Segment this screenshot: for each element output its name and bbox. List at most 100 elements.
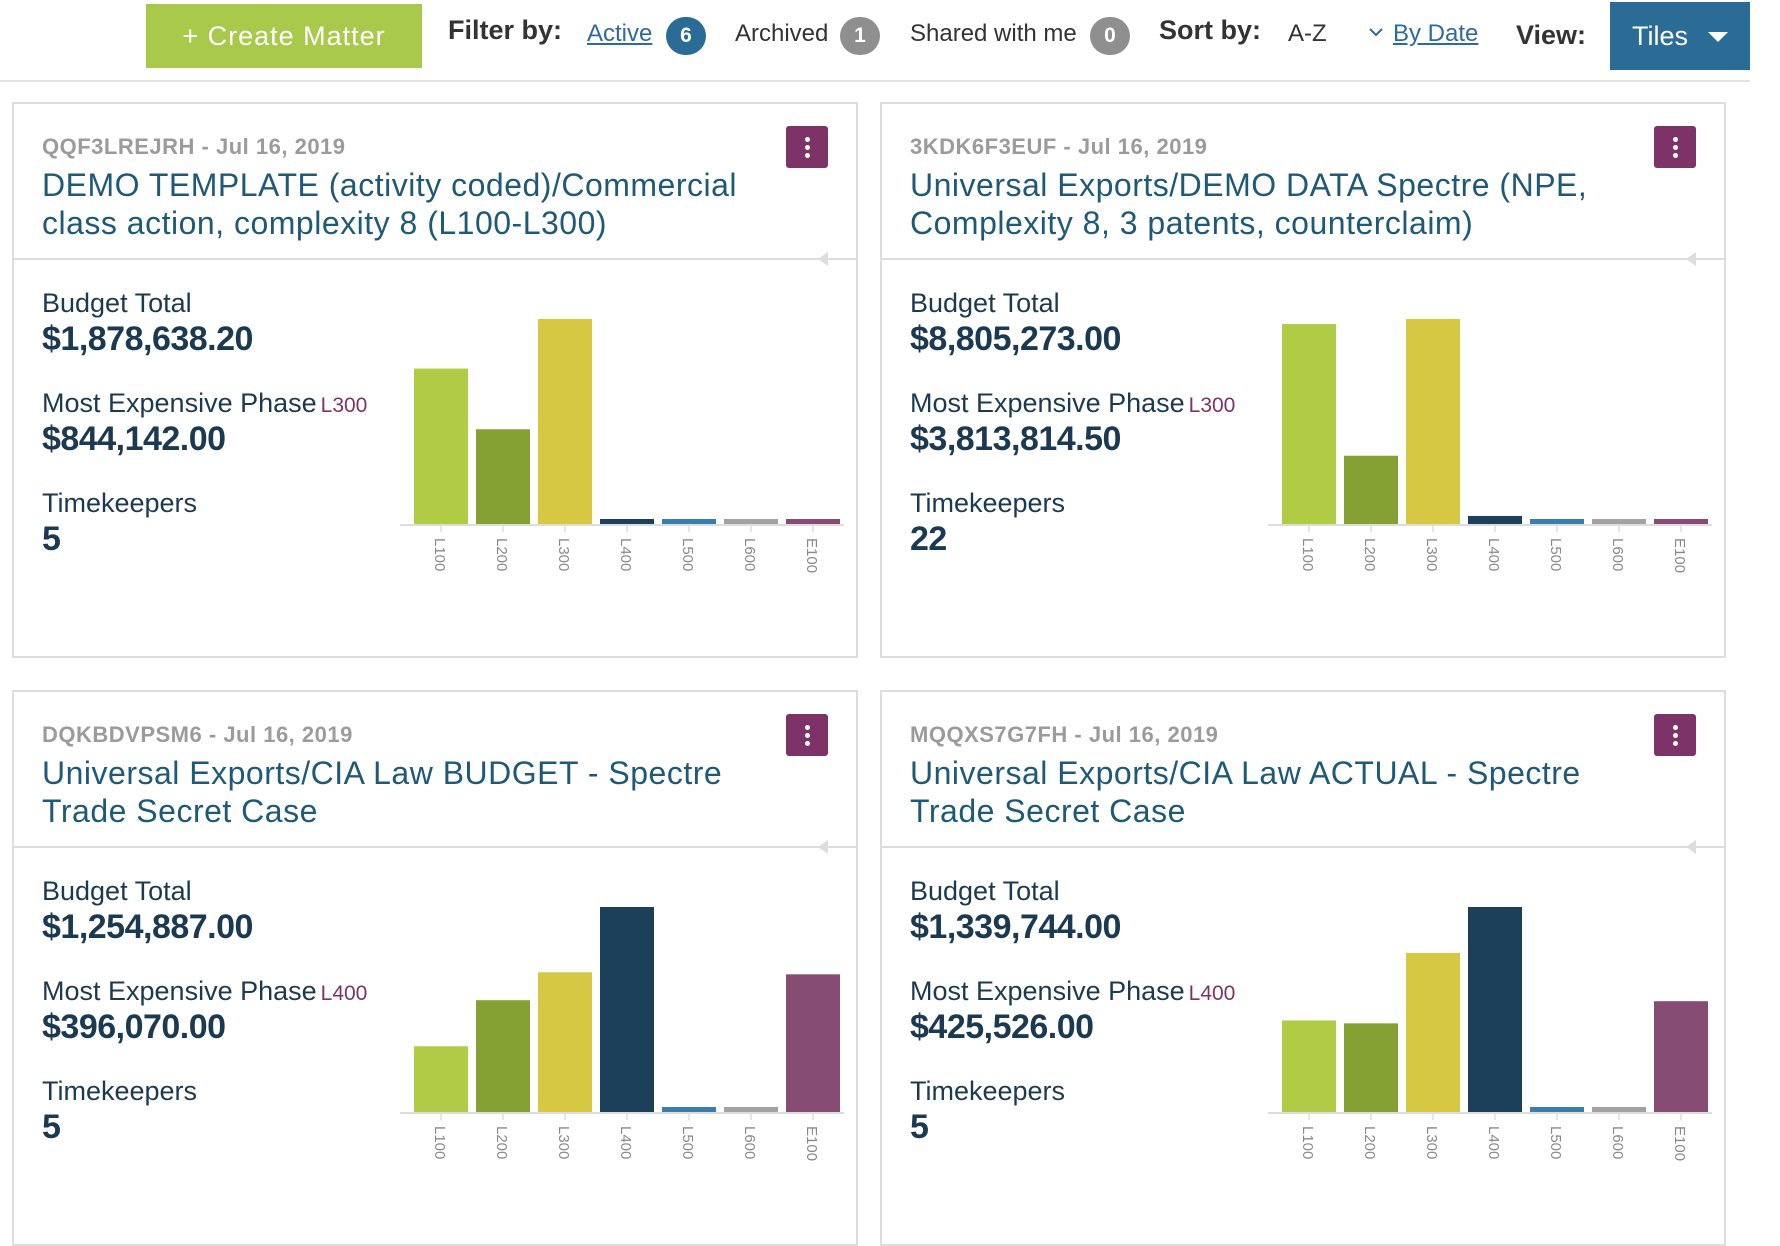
budget-total-label: Budget Total <box>910 288 1060 318</box>
create-matter-button[interactable]: + Create Matter <box>146 4 422 68</box>
matter-date: Jul 16, 2019 <box>1088 722 1219 747</box>
matter-meta: QQF3LREJRH - Jul 16, 2019 <box>42 134 346 159</box>
tick-label-l200: L200 <box>1361 538 1378 571</box>
shared-count-badge: 0 <box>1090 17 1130 55</box>
matter-date: Jul 16, 2019 <box>223 722 353 747</box>
bar-l400[interactable] <box>600 907 654 1112</box>
filter-shared-with-me[interactable]: Shared with me <box>910 20 1077 47</box>
tick-label-l300: L300 <box>1423 538 1440 571</box>
matter-title[interactable]: Universal Exports/CIA Law BUDGET - Spect… <box>42 755 723 829</box>
bar-l400[interactable] <box>600 519 654 524</box>
matter-code: QQF3LREJRH <box>42 134 195 159</box>
bar-l200[interactable] <box>476 1000 530 1112</box>
budget-total-value: $1,339,744.00 <box>910 908 1121 946</box>
tile-header: MQQXS7G7FH - Jul 16, 2019 Universal Expo… <box>882 692 1724 854</box>
bar-l200[interactable] <box>1344 455 1398 524</box>
tick-label-l600: L600 <box>1609 538 1626 571</box>
toolbar: + Create Matter Filter by: Active 6 Arch… <box>0 0 1750 82</box>
bar-l300[interactable] <box>1406 319 1460 524</box>
kebab-menu-icon[interactable] <box>1654 714 1696 756</box>
most-expensive-phase-label: Most Expensive Phase L300 <box>42 388 368 418</box>
bar-e100[interactable] <box>786 519 840 524</box>
bar-l400[interactable] <box>1468 907 1522 1112</box>
phase-bar-chart: L100 L200 L300 L400 L500 L600 E100 <box>1268 319 1712 573</box>
most-expensive-phase-label: Most Expensive Phase L400 <box>42 976 368 1006</box>
bar-l600[interactable] <box>724 519 778 524</box>
tick-label-l100: L100 <box>431 538 448 571</box>
bar-l500[interactable] <box>662 519 716 524</box>
active-count-badge: 6 <box>666 17 706 55</box>
view-dropdown[interactable]: Tiles <box>1610 2 1750 70</box>
timekeepers-value: 5 <box>910 1108 929 1146</box>
tick-label-l500: L500 <box>1547 1126 1564 1159</box>
timekeepers-label: Timekeepers <box>910 1076 1066 1106</box>
tick-label-l500: L500 <box>1547 538 1564 571</box>
most-expensive-phase-value: $3,813,814.50 <box>910 420 1121 458</box>
bar-l600[interactable] <box>1592 1107 1646 1112</box>
kebab-menu-icon[interactable] <box>786 714 828 756</box>
bar-l500[interactable] <box>1530 1107 1584 1112</box>
view-dropdown-value: Tiles <box>1632 20 1689 51</box>
matter-title[interactable]: DEMO TEMPLATE (activity coded)/Commercia… <box>42 167 738 241</box>
tick-label-l200: L200 <box>493 1126 510 1159</box>
bar-l300[interactable] <box>538 972 592 1112</box>
timekeepers-label: Timekeepers <box>42 1076 198 1106</box>
budget-total-label: Budget Total <box>42 288 192 318</box>
bar-l600[interactable] <box>1592 519 1646 524</box>
tick-label-l400: L400 <box>617 538 634 571</box>
bar-e100[interactable] <box>1654 519 1708 524</box>
bar-l100[interactable] <box>1282 324 1336 524</box>
tick-label-l600: L600 <box>741 538 758 571</box>
bar-l100[interactable] <box>414 1046 468 1112</box>
bar-l600[interactable] <box>724 1107 778 1112</box>
tick-label-l400: L400 <box>617 1126 634 1159</box>
timekeepers-label: Timekeepers <box>42 488 198 518</box>
bar-e100[interactable] <box>1654 1001 1708 1112</box>
sort-by-label: Sort by: <box>1159 15 1262 45</box>
budget-total-value: $1,254,887.00 <box>42 908 253 946</box>
tile-header: QQF3LREJRH - Jul 16, 2019 DEMO TEMPLATE … <box>14 104 856 266</box>
bar-l200[interactable] <box>476 429 530 524</box>
bar-e100[interactable] <box>786 974 840 1112</box>
phase-bar-chart: L100 L200 L300 L400 L500 L600 E100 <box>1268 907 1712 1161</box>
kebab-menu-icon[interactable] <box>786 126 828 168</box>
tick-label-e100: E100 <box>1671 1126 1688 1161</box>
bar-l300[interactable] <box>538 319 592 524</box>
most-expensive-phase-label: Most Expensive Phase L300 <box>910 388 1236 418</box>
bar-l300[interactable] <box>1406 953 1460 1112</box>
filter-archived[interactable]: Archived <box>735 20 829 47</box>
budget-total-label: Budget Total <box>910 876 1060 906</box>
matter-date: Jul 16, 2019 <box>215 134 346 159</box>
most-expensive-phase-value: $425,526.00 <box>910 1008 1094 1046</box>
bar-l200[interactable] <box>1344 1023 1398 1112</box>
matter-tile[interactable]: DQKBDVPSM6 - Jul 16, 2019 Universal Expo… <box>12 690 858 1246</box>
matter-title[interactable]: Universal Exports/DEMO DATA Spectre (NPE… <box>910 167 1588 241</box>
matter-tile[interactable]: 3KDK6F3EUF - Jul 16, 2019 Universal Expo… <box>880 102 1726 658</box>
kebab-menu-icon[interactable] <box>1654 126 1696 168</box>
sort-a-z[interactable]: A-Z <box>1288 20 1327 47</box>
bar-l100[interactable] <box>1282 1020 1336 1112</box>
filter-active[interactable]: Active <box>587 20 653 47</box>
matter-meta: MQQXS7G7FH - Jul 16, 2019 <box>910 722 1219 747</box>
tile-header: DQKBDVPSM6 - Jul 16, 2019 Universal Expo… <box>14 692 856 854</box>
most-expensive-phase-label: Most Expensive Phase L400 <box>910 976 1236 1006</box>
phase-code: L400 <box>320 982 368 1005</box>
filter-by-label: Filter by: <box>448 15 563 45</box>
timekeepers-value: 22 <box>910 520 947 558</box>
tick-label-e100: E100 <box>1671 538 1688 573</box>
matter-tile[interactable]: MQQXS7G7FH - Jul 16, 2019 Universal Expo… <box>880 690 1726 1246</box>
matter-title[interactable]: Universal Exports/CIA Law ACTUAL - Spect… <box>910 755 1581 829</box>
tick-label-l100: L100 <box>431 1126 448 1159</box>
bar-l500[interactable] <box>1530 519 1584 524</box>
phase-code: L400 <box>1188 982 1236 1005</box>
bar-l500[interactable] <box>662 1107 716 1112</box>
matter-meta: DQKBDVPSM6 - Jul 16, 2019 <box>42 722 353 747</box>
bar-l400[interactable] <box>1468 515 1522 524</box>
phase-bar-chart: L100 L200 L300 L400 L500 L600 E100 <box>400 907 844 1161</box>
tick-label-e100: E100 <box>803 538 820 573</box>
matter-tile[interactable]: QQF3LREJRH - Jul 16, 2019 DEMO TEMPLATE … <box>12 102 858 658</box>
bar-l100[interactable] <box>414 368 468 524</box>
tile-header: 3KDK6F3EUF - Jul 16, 2019 Universal Expo… <box>882 104 1724 266</box>
tick-label-l500: L500 <box>679 538 696 571</box>
sort-by-date[interactable]: By Date <box>1393 20 1479 47</box>
